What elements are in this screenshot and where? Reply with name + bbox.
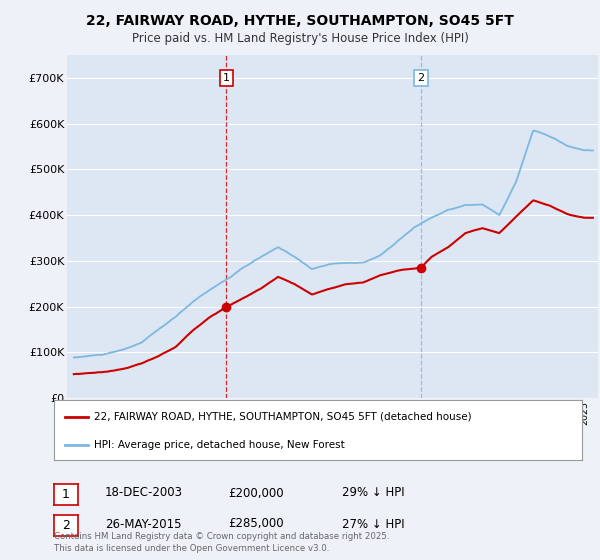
Text: £200,000: £200,000	[228, 487, 284, 500]
Text: 22, FAIRWAY ROAD, HYTHE, SOUTHAMPTON, SO45 5FT: 22, FAIRWAY ROAD, HYTHE, SOUTHAMPTON, SO…	[86, 14, 514, 28]
Text: 1: 1	[223, 73, 230, 83]
Text: HPI: Average price, detached house, New Forest: HPI: Average price, detached house, New …	[94, 440, 344, 450]
Text: 1: 1	[62, 488, 70, 501]
Text: 29% ↓ HPI: 29% ↓ HPI	[342, 487, 404, 500]
Text: 18-DEC-2003: 18-DEC-2003	[105, 487, 183, 500]
Text: Contains HM Land Registry data © Crown copyright and database right 2025.
This d: Contains HM Land Registry data © Crown c…	[54, 533, 389, 553]
Text: 22, FAIRWAY ROAD, HYTHE, SOUTHAMPTON, SO45 5FT (detached house): 22, FAIRWAY ROAD, HYTHE, SOUTHAMPTON, SO…	[94, 412, 471, 422]
Text: 2: 2	[418, 73, 425, 83]
Text: 27% ↓ HPI: 27% ↓ HPI	[342, 517, 404, 530]
Text: 2: 2	[62, 519, 70, 532]
Text: £285,000: £285,000	[228, 517, 284, 530]
Text: 26-MAY-2015: 26-MAY-2015	[105, 517, 182, 530]
Text: Price paid vs. HM Land Registry's House Price Index (HPI): Price paid vs. HM Land Registry's House …	[131, 32, 469, 45]
